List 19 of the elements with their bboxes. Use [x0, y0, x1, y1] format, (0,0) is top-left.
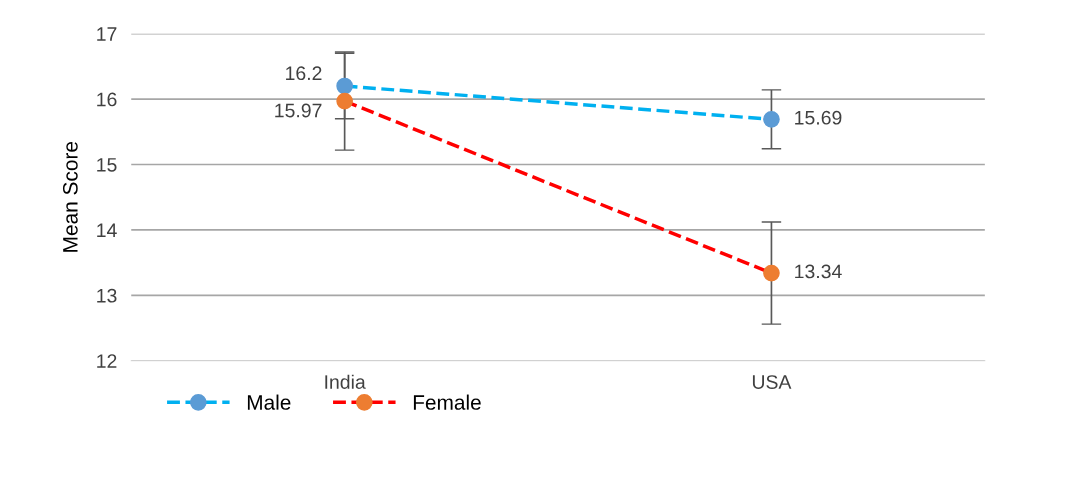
x-tick-label: India — [325, 374, 366, 389]
data-label: 15.97 — [275, 103, 322, 118]
point — [336, 77, 353, 95]
data-label: 16.2 — [286, 66, 322, 81]
point — [763, 264, 780, 282]
data-label: 15.69 — [795, 110, 842, 125]
y-tick-label: 12 — [97, 354, 117, 368]
y-tick-label: 15 — [97, 158, 117, 172]
y-tick-label: 14 — [97, 223, 117, 237]
point — [763, 111, 780, 128]
y-axis-title: Mean Score — [62, 141, 78, 252]
legend-label: Female — [413, 394, 481, 410]
data-label: 13.34 — [795, 264, 842, 279]
x-tick-label: USA — [752, 375, 792, 389]
legend-label: Male — [247, 394, 291, 410]
y-tick-label: 17 — [97, 27, 117, 41]
y-tick-label: 16 — [97, 92, 117, 107]
y-tick-label: 13 — [97, 288, 117, 303]
point — [336, 92, 353, 110]
